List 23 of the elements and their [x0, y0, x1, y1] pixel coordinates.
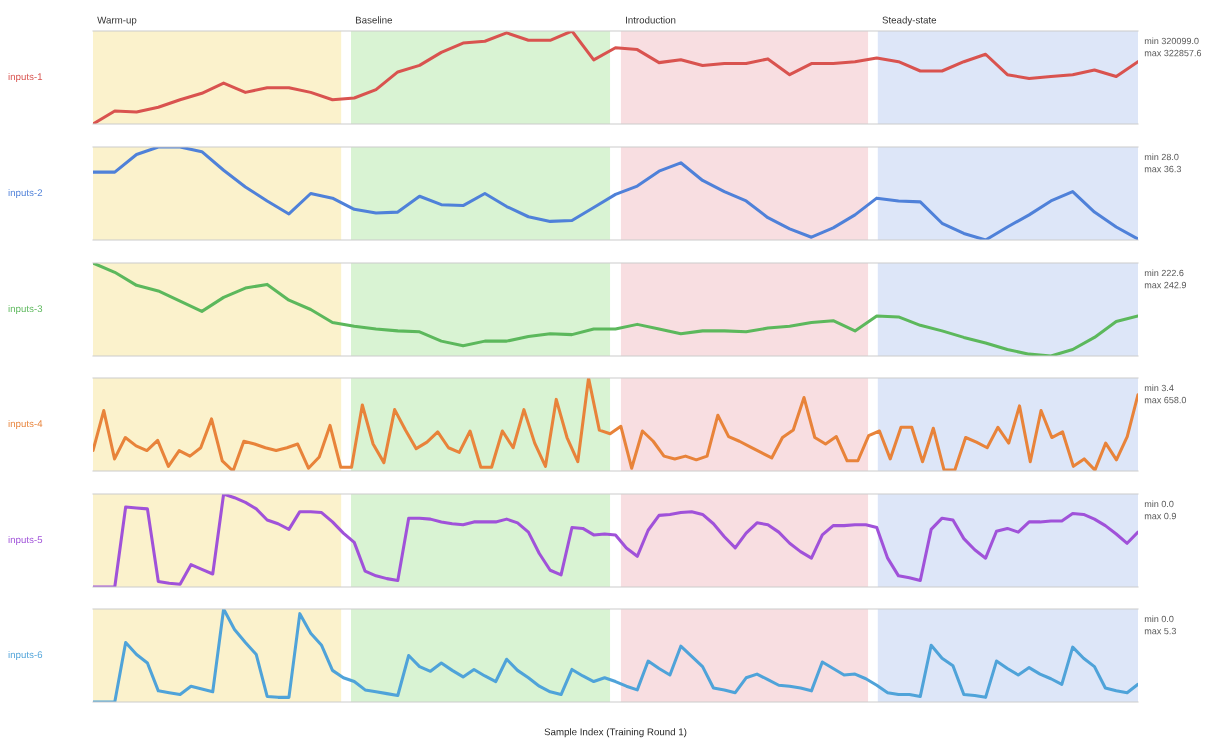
y-axis-title: inputs-4 [8, 419, 43, 430]
text: min 222.6 [1144, 269, 1184, 277]
y-axis-title: inputs-2 [8, 188, 43, 199]
text: max 658.0 [1144, 396, 1187, 404]
text: Baseline [355, 16, 393, 24]
text: max 0.9 [1144, 512, 1176, 520]
text: min 3.4 [1144, 384, 1174, 392]
text: max 5.3 [1144, 627, 1176, 635]
y-axis-title: inputs-3 [8, 304, 43, 315]
text: Introduction [626, 16, 676, 24]
text: Steady-state [882, 16, 937, 26]
text: min 0.0 [1144, 615, 1174, 623]
text: max 242.9 [1144, 281, 1186, 289]
text: Warm-up [97, 16, 137, 26]
text: min 320099.0 [1144, 37, 1199, 45]
text: max 322857.6 [1144, 49, 1202, 57]
text: min 0.0 [1144, 500, 1174, 508]
y-axis-title: inputs-6 [8, 650, 43, 661]
y-axis-title: inputs-1 [8, 72, 43, 83]
y-axis-title: inputs-5 [8, 535, 43, 546]
x-axis-title: Sample Index (Training Round 1) [544, 728, 687, 738]
text: min 28.0 [1144, 153, 1179, 161]
text: max 36.3 [1144, 165, 1182, 173]
